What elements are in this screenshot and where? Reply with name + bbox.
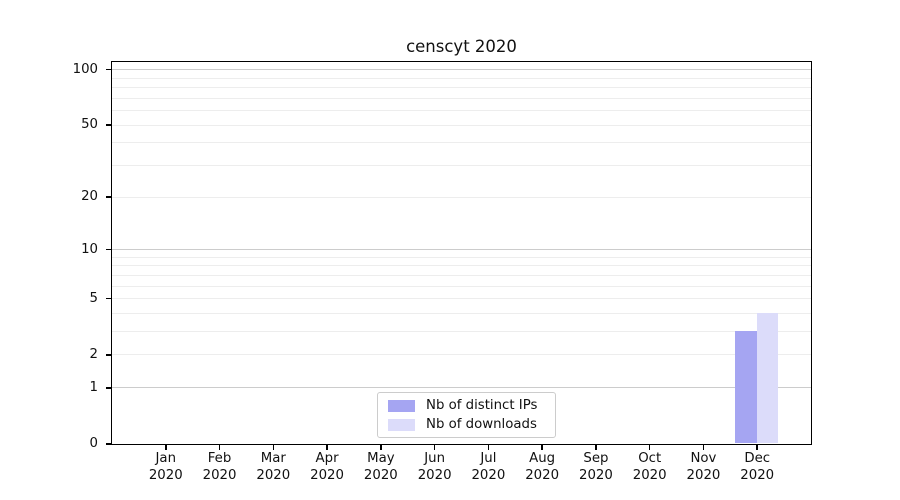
y-tick-label: 20 (81, 189, 98, 205)
y-tick-mark (106, 297, 112, 300)
x-tick-label: Jan 2020 (148, 451, 183, 483)
legend-label-downloads: Nb of downloads (426, 417, 537, 432)
minor-gridline (111, 274, 811, 276)
major-gridline (111, 69, 811, 71)
x-tick-mark (165, 444, 167, 450)
legend-row-downloads: Nb of downloads (386, 416, 547, 433)
x-tick-label: Mar 2020 (256, 451, 291, 483)
x-tick-label: May 2020 (363, 451, 398, 483)
x-tick-mark (756, 444, 758, 450)
minor-gridline (111, 196, 811, 198)
x-tick-label: Dec 2020 (740, 451, 775, 483)
y-tick-label: 1 (89, 379, 98, 395)
x-tick-mark (595, 444, 597, 450)
legend: Nb of distinct IPs Nb of downloads (377, 392, 556, 438)
y-tick-mark (106, 387, 112, 389)
x-tick-mark (433, 444, 436, 450)
y-tick-label: 2 (89, 346, 98, 362)
x-tick-label: Nov 2020 (686, 451, 721, 483)
minor-gridline (111, 354, 811, 356)
minor-gridline (111, 265, 811, 267)
x-tick-mark (487, 444, 490, 450)
minor-gridline (111, 142, 811, 144)
legend-swatch-downloads (388, 418, 415, 431)
y-tick-mark (106, 68, 112, 71)
minor-gridline (111, 285, 811, 287)
legend-label-distinct-ips: Nb of distinct IPs (426, 398, 538, 413)
minor-gridline (111, 164, 811, 166)
x-tick-label: Aug 2020 (525, 451, 560, 483)
x-tick-mark (218, 444, 221, 450)
minor-gridline (111, 331, 811, 333)
y-tick-mark (106, 354, 112, 356)
x-tick-mark (272, 444, 275, 450)
minor-gridline (111, 256, 811, 258)
y-tick-mark (106, 248, 112, 251)
minor-gridline (111, 97, 811, 99)
x-tick-label: Jun 2020 (417, 451, 452, 483)
bar-nb-of-downloads (756, 312, 779, 444)
x-tick-label: Oct 2020 (632, 451, 667, 483)
y-tick-mark (106, 124, 112, 126)
legend-row-distinct-ips: Nb of distinct IPs (386, 397, 547, 414)
y-tick-mark (106, 196, 112, 198)
x-tick-mark (541, 444, 543, 450)
minor-gridline (111, 110, 811, 112)
x-tick-mark (648, 444, 651, 450)
plot-area (110, 60, 812, 445)
x-tick-mark (326, 444, 328, 450)
y-tick-label: 0 (89, 436, 98, 451)
major-gridline (111, 249, 811, 250)
x-tick-label: Jul 2020 (471, 451, 506, 483)
y-tick-label: 50 (81, 117, 98, 133)
y-tick-label: 5 (89, 290, 98, 306)
chart-title: censcyt 2020 (406, 37, 517, 56)
minor-gridline (111, 298, 811, 300)
minor-gridline (111, 87, 811, 89)
x-tick-mark (380, 444, 382, 450)
y-tick-label: 100 (72, 61, 98, 77)
major-gridline (111, 387, 811, 389)
minor-gridline (111, 77, 811, 79)
y-tick-mark (106, 443, 112, 445)
x-tick-label: Apr 2020 (310, 451, 344, 483)
y-tick-label: 10 (81, 241, 98, 257)
minor-gridline (111, 124, 811, 126)
bar-nb-of-distinct-ips (735, 331, 757, 444)
x-tick-mark (702, 444, 705, 450)
x-tick-label: Sep 2020 (579, 451, 613, 483)
x-tick-label: Feb 2020 (202, 451, 237, 483)
legend-swatch-distinct-ips (388, 399, 415, 412)
minor-gridline (111, 312, 811, 314)
